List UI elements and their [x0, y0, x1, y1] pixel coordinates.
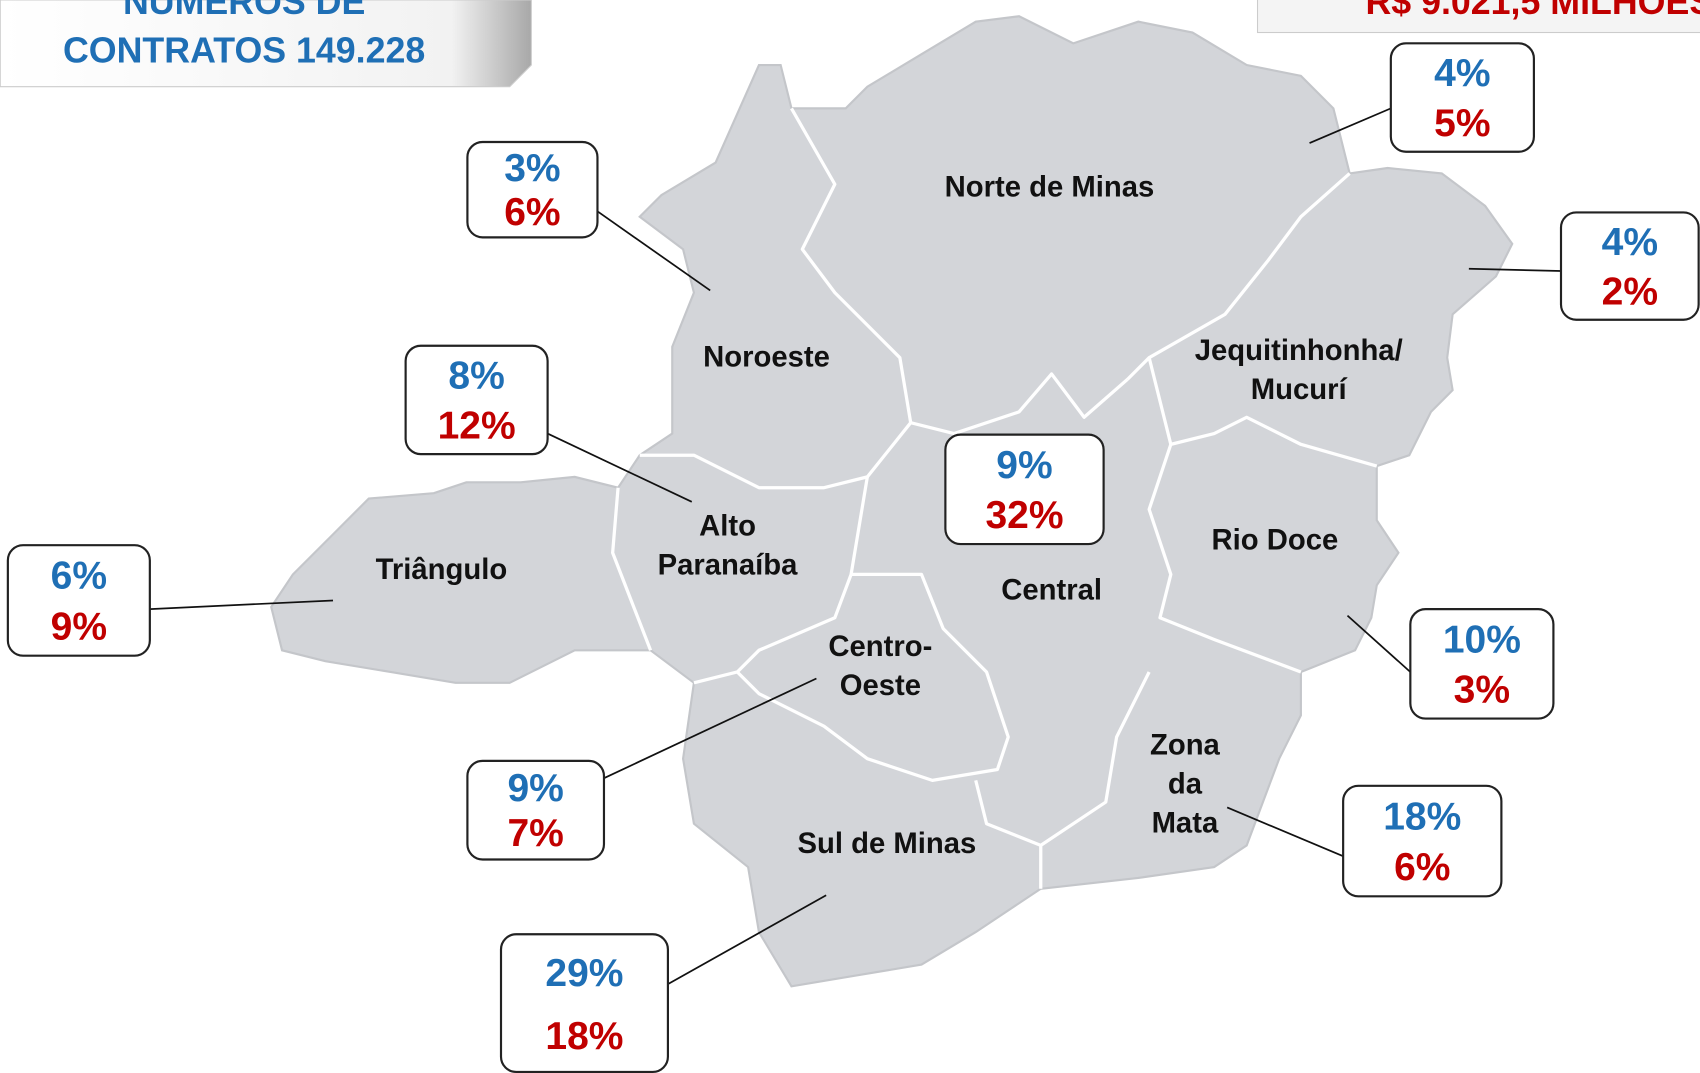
header-contracts-line: CONTRATOS 149.228	[63, 31, 425, 71]
region-name: Mucurí	[1251, 374, 1348, 406]
value-share: 18%	[545, 1015, 623, 1058]
value-share: 7%	[507, 812, 563, 855]
region-name: da	[1168, 769, 1203, 801]
header-contracts-line: NÚMEROS DE	[123, 0, 365, 22]
region-borders	[611, 107, 1378, 889]
value-share: 6%	[504, 191, 560, 234]
right-header-box	[1256, 0, 1700, 34]
leader-line	[547, 432, 693, 503]
leader-line	[603, 677, 817, 779]
contracts-share: 3%	[504, 147, 560, 190]
value-share: 2%	[1602, 270, 1658, 313]
contracts-share: 9%	[507, 767, 563, 810]
leader-line	[1226, 806, 1344, 858]
contracts-share: 4%	[1602, 221, 1658, 264]
region-name: Zona	[1150, 729, 1221, 761]
contracts-share: 6%	[51, 555, 107, 598]
region-name: Mata	[1152, 808, 1219, 840]
value-share: 6%	[1394, 846, 1450, 889]
leader-line	[1309, 107, 1392, 144]
value-share: 3%	[1454, 669, 1510, 712]
value-share: 5%	[1434, 102, 1490, 145]
region-name: Rio Doce	[1211, 525, 1338, 557]
leader-line	[149, 599, 334, 610]
state-outline	[270, 15, 1514, 988]
region-name: Alto	[699, 511, 756, 543]
region-name: Noroeste	[703, 341, 830, 373]
contracts-share: 29%	[545, 952, 623, 995]
contracts-share: 4%	[1434, 52, 1490, 95]
region-name: Jequitinhonha/	[1195, 335, 1403, 367]
callout-box	[1559, 211, 1700, 321]
callout-box	[944, 433, 1105, 546]
region-name: Norte de Minas	[945, 171, 1155, 203]
header-amount: R$ 9.021,5 MILHÕES	[1365, 0, 1700, 22]
left-header-box	[0, 0, 532, 88]
callout-box	[499, 933, 669, 1073]
leader-line	[1468, 267, 1562, 272]
contracts-share: 8%	[448, 355, 504, 398]
contracts-share: 10%	[1443, 618, 1521, 661]
callout-box	[466, 140, 599, 239]
leader-line	[596, 210, 711, 292]
callout-box	[6, 544, 151, 657]
region-name: Oeste	[840, 670, 921, 702]
leader-line	[1346, 614, 1411, 673]
region-name: Paranaíba	[658, 550, 799, 582]
value-share: 32%	[985, 494, 1063, 537]
region-name: Sul de Minas	[797, 828, 976, 860]
callout-box	[1342, 784, 1503, 898]
region-name: Triângulo	[376, 554, 508, 586]
callout-box	[1389, 42, 1535, 153]
callout-box	[1409, 608, 1555, 720]
contracts-share: 9%	[996, 444, 1052, 487]
value-share: 9%	[51, 606, 107, 649]
callout-box	[466, 759, 606, 861]
contracts-share: 18%	[1383, 795, 1461, 838]
leader-line	[667, 894, 827, 985]
value-share: 12%	[438, 404, 516, 447]
callout-box	[404, 344, 549, 456]
region-name: Centro-	[828, 631, 932, 663]
region-name: Central	[1001, 575, 1102, 607]
